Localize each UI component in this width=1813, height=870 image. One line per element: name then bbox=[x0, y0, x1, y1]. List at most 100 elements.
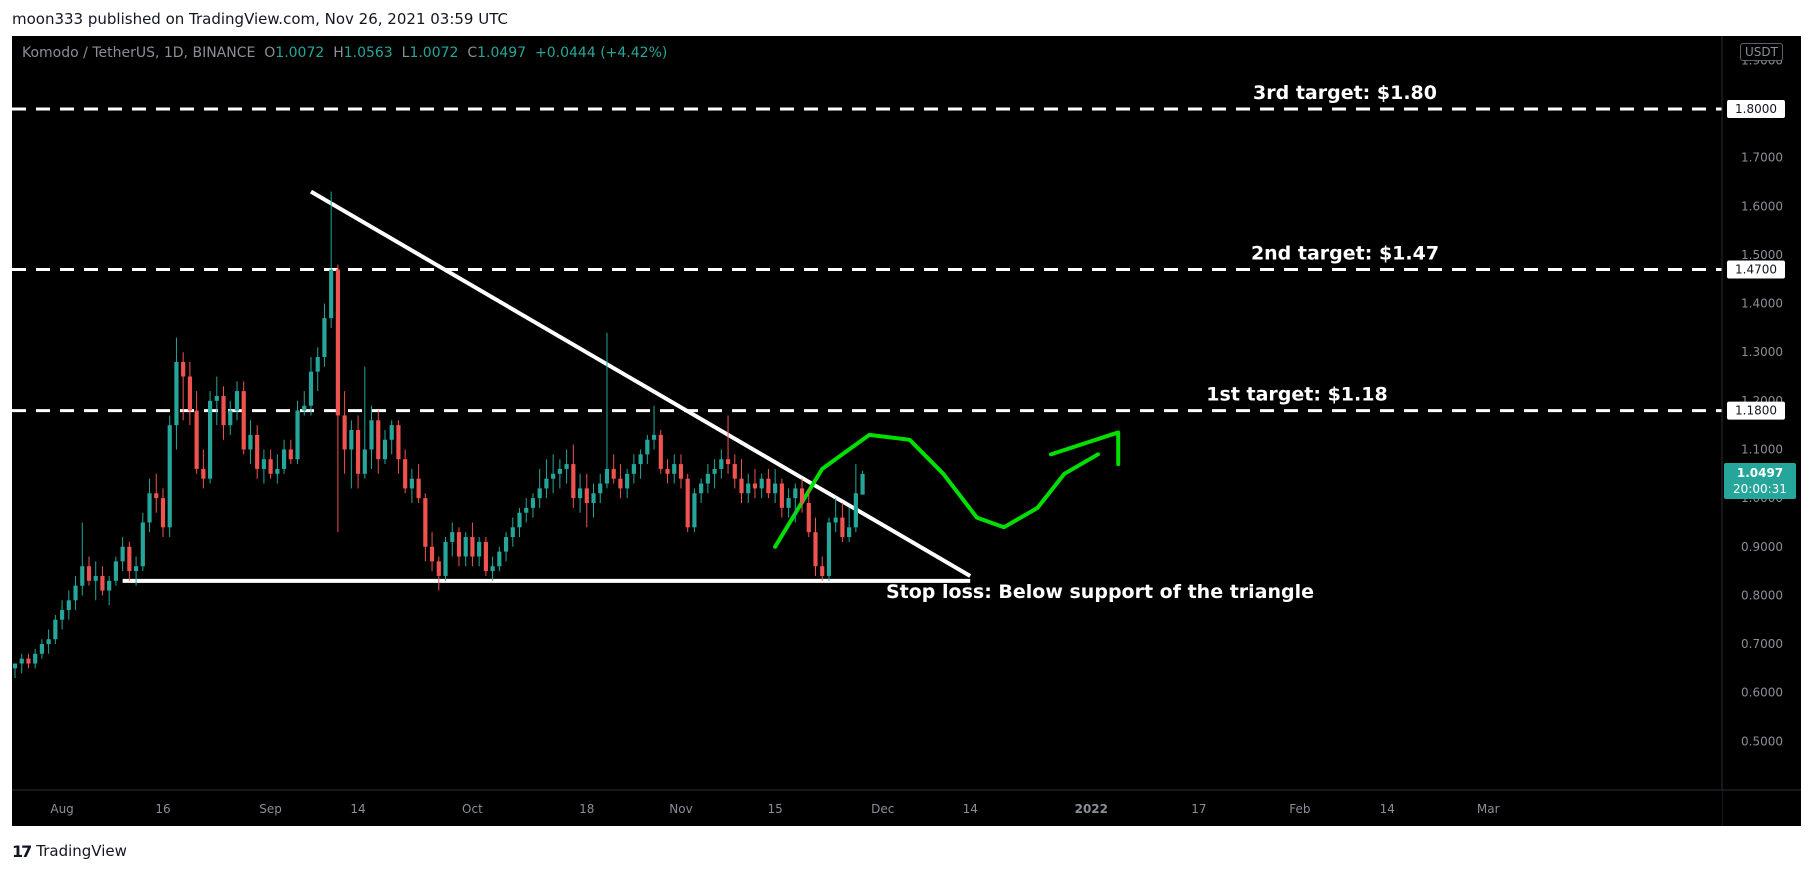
x-tick-label: 14 bbox=[350, 802, 365, 816]
candle-body bbox=[93, 575, 98, 581]
projection-curve bbox=[773, 432, 1100, 549]
candle-body bbox=[133, 566, 139, 572]
candle-body bbox=[281, 449, 287, 469]
candle-body bbox=[658, 434, 663, 469]
axes-layer: 0.50000.60000.70000.80000.90001.00001.10… bbox=[12, 36, 1801, 826]
candle-body bbox=[234, 391, 240, 411]
candle-body bbox=[174, 361, 179, 426]
candle-body bbox=[826, 522, 832, 576]
candle-body bbox=[342, 415, 347, 450]
candle-body bbox=[194, 410, 199, 469]
candle-body bbox=[564, 464, 569, 469]
candle-body bbox=[752, 483, 758, 489]
candle-body bbox=[228, 410, 233, 426]
candle-body bbox=[537, 488, 542, 499]
candle-body bbox=[302, 405, 307, 411]
candle-body bbox=[248, 434, 253, 450]
candle-body bbox=[685, 478, 690, 528]
tradingview-logo-icon[interactable]: 17 bbox=[12, 841, 32, 861]
candle-body bbox=[80, 566, 85, 586]
change-value: +0.0444 (+4.42%) bbox=[535, 45, 668, 61]
candle-body bbox=[100, 575, 105, 591]
candle-body bbox=[463, 537, 468, 557]
candle-body bbox=[120, 546, 125, 562]
last-price-box bbox=[1724, 462, 1796, 499]
candle-body bbox=[295, 410, 300, 460]
candle-body bbox=[497, 551, 502, 567]
candle-body bbox=[39, 644, 44, 654]
candle-body bbox=[255, 434, 260, 469]
low-label: L bbox=[401, 45, 410, 61]
candle-body bbox=[591, 493, 596, 503]
x-tick-label: Mar bbox=[1477, 802, 1500, 816]
candle-body bbox=[355, 430, 361, 474]
candle-body bbox=[140, 522, 145, 567]
candle-body bbox=[416, 478, 421, 499]
candle-body bbox=[551, 473, 556, 479]
x-tick-label: Nov bbox=[669, 802, 692, 816]
candle-body bbox=[651, 434, 657, 440]
candle-body bbox=[665, 468, 670, 474]
candle-body bbox=[207, 400, 213, 479]
candle-body bbox=[847, 527, 852, 538]
candle-body bbox=[275, 468, 280, 474]
y-tick-label: 1.4000 bbox=[1741, 297, 1783, 311]
candle-body bbox=[429, 546, 435, 562]
y-tick-label: 0.5000 bbox=[1741, 734, 1783, 748]
candle-body bbox=[160, 498, 166, 528]
candle-body bbox=[739, 478, 744, 494]
candle-body bbox=[820, 566, 825, 576]
candle-body bbox=[389, 425, 394, 440]
candle-body bbox=[409, 478, 414, 489]
candle-body bbox=[396, 425, 401, 460]
currency-badge[interactable]: USDT bbox=[1740, 43, 1783, 61]
candle-body bbox=[241, 391, 246, 450]
close-value: 1.0497 bbox=[477, 45, 527, 61]
candle-body bbox=[362, 449, 367, 474]
candle-body bbox=[759, 478, 764, 489]
candle-body bbox=[490, 566, 495, 572]
target-label: 1st target: $1.18 bbox=[1206, 384, 1387, 406]
candle-body bbox=[853, 493, 858, 528]
candle-body bbox=[470, 537, 475, 557]
candle-body bbox=[510, 527, 515, 538]
x-tick-label: 17 bbox=[1191, 802, 1206, 816]
x-tick-label: Sep bbox=[259, 802, 282, 816]
candle-body bbox=[329, 269, 334, 319]
last-price-label: 1.0497 bbox=[1737, 466, 1783, 480]
candle-body bbox=[167, 425, 172, 528]
candle-body bbox=[335, 269, 340, 416]
candle-body bbox=[544, 478, 549, 489]
target-label: 3rd target: $1.80 bbox=[1253, 82, 1437, 104]
candle-body bbox=[557, 468, 562, 474]
y-tick-label: 0.9000 bbox=[1741, 540, 1783, 554]
target-label: 2nd target: $1.47 bbox=[1251, 242, 1439, 264]
candle-body bbox=[705, 473, 710, 484]
candle-body bbox=[60, 610, 65, 620]
candle-body bbox=[86, 566, 92, 581]
candle-body bbox=[840, 517, 845, 538]
x-tick-label: Feb bbox=[1289, 802, 1310, 816]
y-tick-label: 0.7000 bbox=[1741, 637, 1783, 651]
price-tag-label: 1.1800 bbox=[1735, 404, 1777, 418]
symbol-legend: Komodo / TetherUS, 1D, BINANCE O1.0072 H… bbox=[22, 45, 667, 61]
chart-frame[interactable] bbox=[12, 36, 1801, 826]
price-tag-box bbox=[1727, 401, 1785, 420]
footer: 17 TradingView bbox=[12, 840, 127, 862]
candle-body bbox=[456, 532, 462, 557]
triangle-resistance-line bbox=[309, 189, 972, 578]
candle-body bbox=[604, 468, 610, 484]
tradingview-brand[interactable]: TradingView bbox=[36, 842, 127, 860]
candle-body bbox=[793, 488, 798, 499]
candle-body bbox=[107, 580, 112, 591]
candle-body bbox=[26, 658, 31, 664]
candle-body bbox=[631, 464, 636, 474]
candle-body bbox=[154, 493, 159, 499]
candle-body bbox=[221, 395, 226, 426]
high-value: 1.0563 bbox=[343, 45, 393, 61]
price-tag-label: 1.8000 bbox=[1735, 102, 1777, 116]
candle-body bbox=[517, 512, 522, 528]
candle-body bbox=[483, 541, 488, 572]
candle-body bbox=[113, 561, 118, 581]
